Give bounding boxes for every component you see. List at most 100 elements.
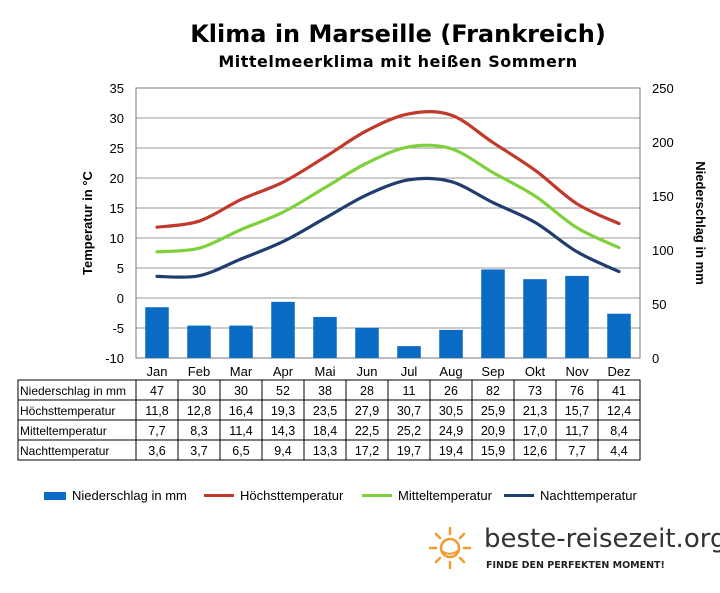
- table-value: 15,7: [565, 404, 589, 418]
- table-value: 16,4: [229, 404, 253, 418]
- table-value: 76: [570, 384, 584, 398]
- legend-label: Niederschlag in mm: [72, 488, 187, 503]
- y-left-tick-label: 30: [110, 111, 124, 126]
- table-value: 22,5: [355, 424, 379, 438]
- table-value: 41: [612, 384, 626, 398]
- table-value: 18,4: [313, 424, 337, 438]
- logo-tagline: FINDE DEN PERFEKTEN MOMENT!: [486, 560, 665, 571]
- precipitation-bar: [523, 279, 547, 358]
- sun-icon: [428, 526, 472, 570]
- legend-label: Nachttemperatur: [540, 488, 637, 503]
- legend-item: Nachttemperatur: [504, 488, 637, 503]
- table-value: 30,5: [439, 404, 463, 418]
- x-tick-label: Mai: [315, 364, 336, 379]
- table-series-label: Niederschlag in mm: [20, 384, 126, 398]
- precipitation-bar: [607, 313, 631, 358]
- y-right-tick-label: 0: [652, 351, 659, 366]
- table-value: 11,8: [145, 404, 168, 418]
- x-tick-label: Aug: [439, 364, 462, 379]
- legend-item: Niederschlag in mm: [44, 488, 187, 503]
- table-value: 15,9: [481, 444, 505, 458]
- legend-swatch: [204, 494, 234, 497]
- table-value: 73: [528, 384, 542, 398]
- y-left-axis-label: Temperatur in °C: [80, 170, 95, 275]
- precipitation-bar: [397, 346, 421, 358]
- table-value: 20,9: [481, 424, 505, 438]
- logo-text: beste-reisezeit.org: [484, 524, 720, 554]
- table-value: 13,3: [313, 444, 337, 458]
- y-left-tick-label: 15: [110, 201, 124, 216]
- x-tick-label: Sep: [481, 364, 504, 379]
- table-value: 7,7: [148, 424, 165, 438]
- y-left-tick-label: 10: [110, 231, 124, 246]
- table-series-label: Mitteltemperatur: [20, 424, 107, 438]
- table-value: 38: [318, 384, 332, 398]
- site-logo[interactable]: beste-reisezeit.org FINDE DEN PERFEKTEN …: [428, 522, 720, 582]
- legend-item: Mitteltemperatur: [362, 488, 492, 503]
- x-tick-label: Feb: [188, 364, 210, 379]
- legend-swatch: [44, 491, 66, 500]
- table-value: 21,3: [523, 404, 547, 418]
- table-value: 30,7: [397, 404, 421, 418]
- table-value: 8,4: [610, 424, 627, 438]
- table-value: 19,7: [397, 444, 421, 458]
- x-tick-label: Dez: [607, 364, 630, 379]
- table-cell: [597, 439, 641, 461]
- table-value: 25,2: [397, 424, 421, 438]
- x-tick-label: Okt: [525, 364, 546, 379]
- table-series-label: Nachttemperatur: [20, 444, 109, 458]
- plot-frame: [135, 87, 641, 359]
- x-tick-label: Jul: [401, 364, 418, 379]
- y-left-tick-label: 20: [110, 171, 124, 186]
- table-value: 23,5: [313, 404, 337, 418]
- table-value: 7,7: [568, 444, 585, 458]
- table-value: 11: [403, 384, 416, 398]
- table-value: 14,3: [271, 424, 295, 438]
- table-value: 12,8: [187, 404, 211, 418]
- y-left-tick-label: 35: [110, 81, 124, 96]
- table-value: 17,2: [355, 444, 379, 458]
- chart-title: Klima in Marseille (Frankreich): [190, 20, 606, 48]
- x-tick-label: Nov: [565, 364, 589, 379]
- table-value: 9,4: [274, 444, 291, 458]
- table-value: 24,9: [439, 424, 463, 438]
- table-value: 30: [192, 384, 206, 398]
- x-tick-label: Apr: [273, 364, 294, 379]
- x-tick-label: Jan: [147, 364, 168, 379]
- precipitation-bar: [145, 307, 169, 358]
- max-temperature-line: [155, 110, 621, 229]
- table-value: 12,6: [523, 444, 547, 458]
- table-value: 3,6: [148, 444, 165, 458]
- table-value: 26: [444, 384, 458, 398]
- precipitation-bar: [355, 327, 379, 358]
- table-value: 52: [276, 384, 290, 398]
- precipitation-bar: [313, 316, 337, 358]
- y-left-tick-label: -5: [112, 321, 124, 336]
- legend-swatch: [362, 494, 392, 497]
- climate-chart: 35302520151050-5-10250200150100500Temper…: [17, 81, 708, 461]
- precipitation-bar: [439, 329, 463, 358]
- precipitation-bar: [187, 325, 211, 358]
- y-left-tick-label: 25: [110, 141, 124, 156]
- table-value: 11,7: [565, 424, 588, 438]
- table-series-label: Höchsttemperatur: [20, 404, 115, 418]
- table-value: 19,4: [439, 444, 463, 458]
- table-value: 3,7: [190, 444, 207, 458]
- table-value: 11,4: [229, 424, 252, 438]
- table-value: 82: [486, 384, 500, 398]
- chart-legend: Niederschlag in mm Höchsttemperatur Mittel…: [0, 488, 720, 506]
- legend-swatch: [504, 494, 534, 497]
- x-tick-label: Mar: [230, 364, 253, 379]
- y-left-tick-label: 5: [117, 261, 124, 276]
- table-value: 28: [360, 384, 374, 398]
- y-right-tick-label: 250: [652, 81, 674, 96]
- legend-label: Mitteltemperatur: [398, 488, 492, 503]
- legend-item: Höchsttemperatur: [204, 488, 343, 503]
- y-right-tick-label: 50: [652, 297, 666, 312]
- chart-subtitle: Mittelmeerklima mit heißen Sommern: [218, 52, 578, 71]
- precipitation-bar: [271, 301, 295, 358]
- precipitation-bar: [229, 325, 253, 358]
- table-value: 47: [150, 384, 164, 398]
- table-value: 30: [234, 384, 248, 398]
- night-temperature-line: [155, 176, 621, 279]
